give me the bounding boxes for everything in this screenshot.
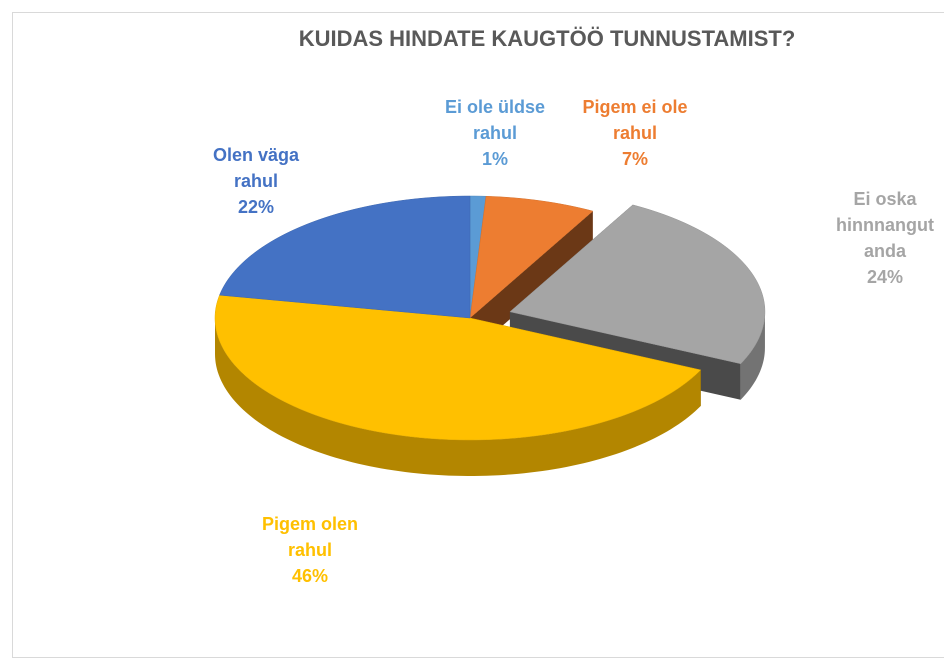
slice-value: 46% xyxy=(291,566,329,586)
slice-category: Olen väga rahul xyxy=(212,145,300,191)
data-label: Ei ole üldse rahul 1% xyxy=(430,94,560,172)
slice-value: 22% xyxy=(237,197,275,217)
slice-value: 24% xyxy=(866,267,904,287)
slice-tops xyxy=(214,195,766,441)
data-label: Pigem ei ole rahul 7% xyxy=(570,94,700,172)
data-label: Pigem olen rahul 46% xyxy=(250,511,370,589)
data-label: Olen väga rahul 22% xyxy=(196,142,316,220)
slice-category: Pigem olen rahul xyxy=(261,514,359,560)
slice-category: Ei oska hinnnangut anda xyxy=(836,189,934,261)
chart-frame xyxy=(12,12,944,658)
slice-sides xyxy=(215,311,765,476)
slice-side xyxy=(215,318,701,476)
slice-side xyxy=(740,311,765,400)
slice-value: 7% xyxy=(621,149,648,169)
slice-category: Pigem ei ole rahul xyxy=(582,97,688,143)
slice xyxy=(469,195,594,319)
chart-title: KUIDAS HINDATE KAUGTÖÖ TUNNUSTAMIST? xyxy=(298,26,796,51)
slice xyxy=(219,195,471,319)
slice-value: 1% xyxy=(481,149,508,169)
slice-wall xyxy=(470,211,593,354)
data-label: Ei oska hinnnangut anda 24% xyxy=(820,186,944,290)
slice-category: Ei ole üldse rahul xyxy=(444,97,546,143)
slice xyxy=(214,294,702,441)
slice xyxy=(509,204,766,365)
